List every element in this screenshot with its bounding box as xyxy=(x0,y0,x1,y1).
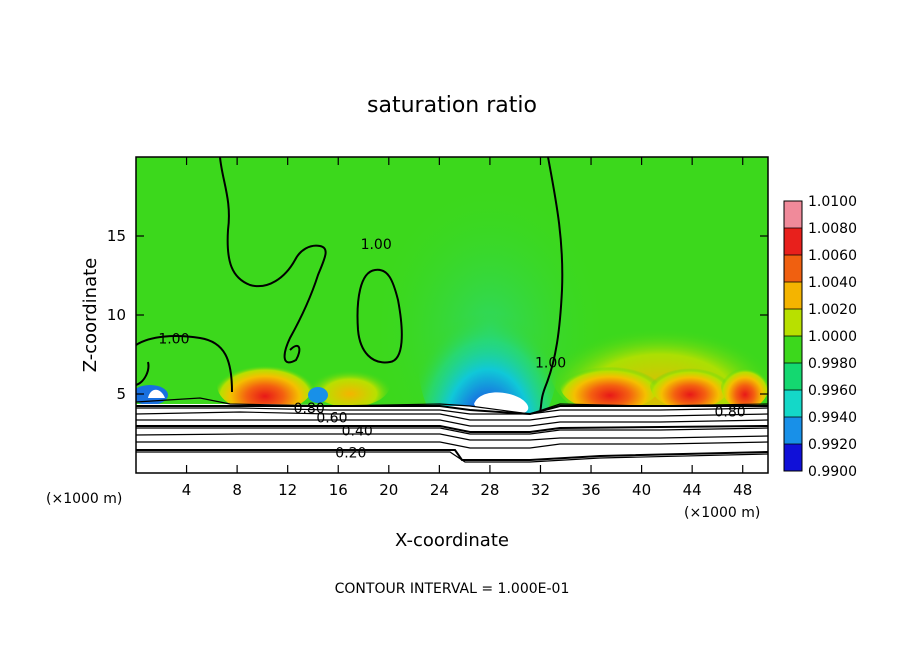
colorbar-label: 0.9940 xyxy=(808,410,857,426)
colorbar: 1.0100 1.0080 1.0060 1.0040 1.0020 1.0000 0.99… xyxy=(783,194,857,480)
contour-label: 0.40 xyxy=(342,423,373,439)
contour-label: 1.00 xyxy=(535,355,566,371)
x-tick-label: 28 xyxy=(480,481,499,499)
chart-title: saturation ratio xyxy=(367,93,537,118)
field-blue-mid xyxy=(308,387,328,403)
x-tick-label: 20 xyxy=(379,481,398,499)
colorbar-swatch xyxy=(784,336,802,363)
colorbar-label: 1.0000 xyxy=(808,329,857,345)
colorbar-swatch xyxy=(784,201,802,228)
colorbar-label: 0.9900 xyxy=(808,464,857,480)
y-tick-label: 5 xyxy=(116,385,126,403)
colorbar-label: 1.0080 xyxy=(808,221,857,237)
x-unit-right: (×1000 m) xyxy=(684,505,760,521)
contour-label: 1.00 xyxy=(361,237,392,253)
colorbar-label: 0.9980 xyxy=(808,356,857,372)
colorbar-label: 1.0100 xyxy=(808,194,857,210)
contour-interval-note: CONTOUR INTERVAL = 1.000E-01 xyxy=(335,581,570,597)
field-hot-right3 xyxy=(721,361,768,409)
x-tick-label: 24 xyxy=(430,481,449,499)
colorbar-swatch xyxy=(784,390,802,417)
x-axis-ticks: 4 8 12 16 20 24 28 32 36 40 44 48 xyxy=(182,157,752,499)
x-tick-label: 40 xyxy=(632,481,651,499)
colorbar-swatch xyxy=(784,444,802,471)
colorbar-swatch xyxy=(784,228,802,255)
colorbar-label: 0.9920 xyxy=(808,437,857,453)
y-tick-label: 10 xyxy=(107,306,126,324)
x-tick-label: 36 xyxy=(581,481,600,499)
colorbar-label: 1.0020 xyxy=(808,302,857,318)
x-tick-label: 16 xyxy=(329,481,348,499)
field-hot-right2 xyxy=(650,361,730,409)
x-tick-label: 4 xyxy=(182,481,192,499)
colorbar-swatch xyxy=(784,282,802,309)
colorbar-swatch xyxy=(784,417,802,444)
field-white-left xyxy=(148,389,165,398)
x-axis-label: X-coordinate xyxy=(395,530,509,551)
contour-bold-lower xyxy=(136,405,768,461)
colorbar-label: 1.0060 xyxy=(808,248,857,264)
field-warm-left xyxy=(310,363,390,407)
field-hot-right xyxy=(560,359,660,411)
y-axis-label: Z-coordinate xyxy=(80,258,101,373)
colorbar-swatch xyxy=(784,309,802,336)
x-tick-label: 32 xyxy=(531,481,550,499)
colorbar-swatch xyxy=(784,363,802,390)
contour-label: 0.80 xyxy=(714,404,745,420)
contour-label: 0.80 xyxy=(294,401,325,417)
field-lower-layer xyxy=(136,404,768,473)
x-tick-label: 48 xyxy=(733,481,752,499)
y-tick-label: 15 xyxy=(107,227,126,245)
y-axis-ticks: 5 10 15 xyxy=(107,227,768,403)
contour-labels: 1.001.001.000.800.600.400.200.80 xyxy=(158,237,745,462)
x-tick-label: 44 xyxy=(683,481,702,499)
colorbar-label: 0.9960 xyxy=(808,383,857,399)
x-tick-label: 12 xyxy=(278,481,297,499)
plot-area xyxy=(136,157,768,473)
x-tick-label: 8 xyxy=(232,481,242,499)
contour-lower xyxy=(136,397,768,463)
contour-label: 0.20 xyxy=(335,445,366,461)
contour-1.00 xyxy=(136,157,564,413)
colorbar-label: 1.0040 xyxy=(808,275,857,291)
x-unit-left: (×1000 m) xyxy=(46,491,122,507)
colorbar-swatch xyxy=(784,255,802,282)
field-hot-left xyxy=(217,357,313,413)
contour-label: 0.60 xyxy=(316,411,347,427)
contour-label: 1.00 xyxy=(158,332,189,348)
